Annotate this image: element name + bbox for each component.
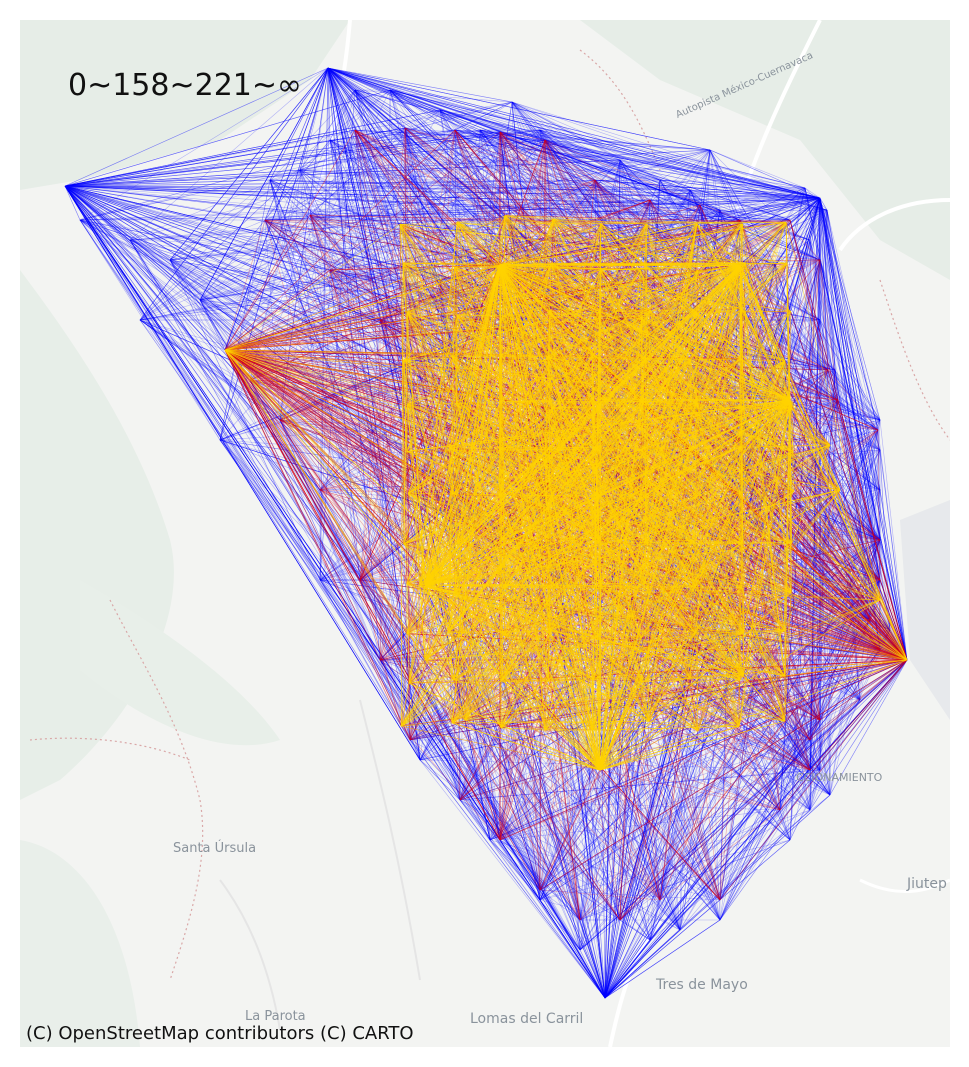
place-label-santa-ursula: Santa Úrsula — [173, 841, 257, 856]
place-label-lomas-del-carril: Lomas del Carril — [470, 1011, 584, 1027]
place-label-la-parota: La Parota — [245, 1009, 306, 1024]
edges-layer-inner — [224, 215, 908, 771]
place-label-fraccionamiento: CCIONAMIENTO — [796, 771, 883, 784]
map-canvas[interactable] — [20, 20, 950, 1047]
place-label-jiutepec: Jiutep — [907, 876, 947, 892]
map-title: 0~158~221~∞ — [68, 68, 303, 103]
map-panel[interactable]: Autopista México-Cuernavaca Santa Úrsula… — [20, 20, 950, 1047]
map-attribution: (C) OpenStreetMap contributors (C) CARTO — [26, 1023, 414, 1044]
place-label-tres-de-mayo: Tres de Mayo — [656, 977, 748, 993]
